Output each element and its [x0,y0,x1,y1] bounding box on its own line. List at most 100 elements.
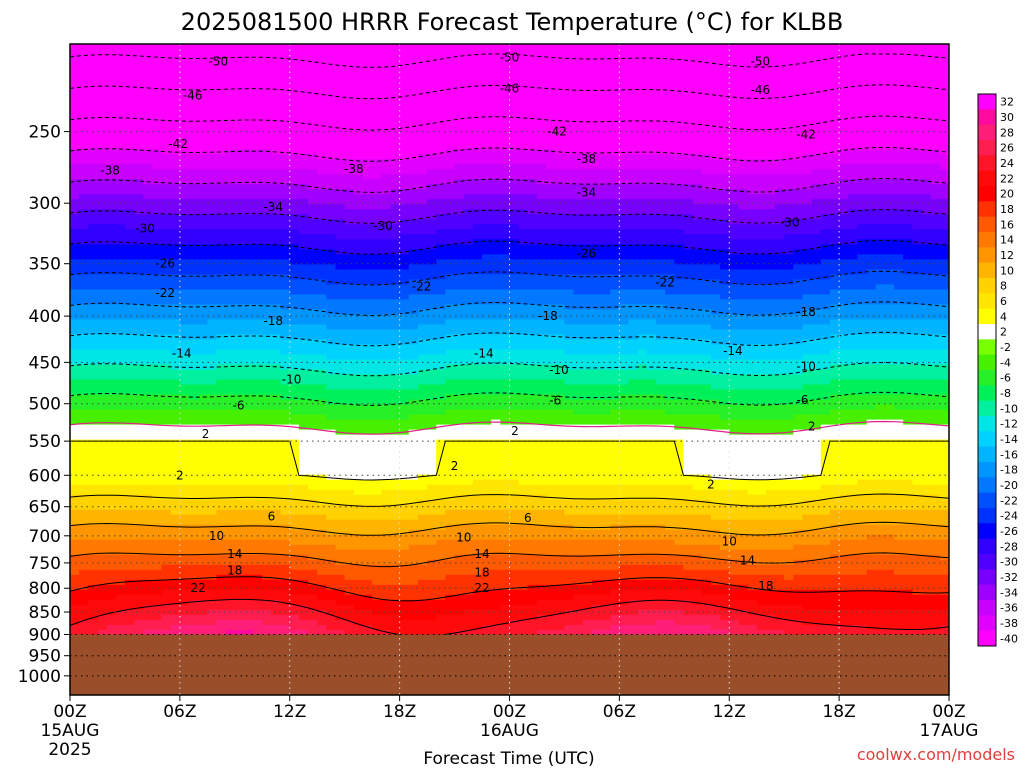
temperature-cell [124,174,135,180]
temperature-cell [161,489,172,496]
temperature-cell [161,439,172,446]
temperature-cell [115,429,126,436]
temperature-cell [161,259,172,265]
temperature-cell [353,214,364,220]
temperature-cell [198,109,208,115]
temperature-cell [143,544,154,551]
temperature-cell [408,209,419,215]
temperature-cell [225,44,236,50]
temperature-cell [207,269,218,275]
temperature-cell [170,169,181,175]
temperature-cell [143,239,154,245]
temperature-cell [207,559,218,566]
temperature-cell [70,289,80,295]
temperature-cell [326,109,337,115]
temperature-cell [106,579,117,586]
temperature-cell [390,109,401,115]
temperature-cell [161,569,172,576]
temperature-cell [189,479,199,486]
temperature-cell [353,299,364,305]
temperature-cell [124,184,135,190]
temperature-cell [372,484,382,491]
temperature-cell [198,114,208,120]
temperature-cell [353,249,364,255]
temperature-cell [280,304,291,311]
temperature-cell [372,349,382,356]
temperature-cell [143,384,154,391]
temperature-cell [298,149,309,155]
temperature-cell [390,334,401,341]
temperature-cell [152,44,163,50]
temperature-cell [79,444,89,451]
temperature-cell [243,144,254,150]
temperature-cell [152,479,163,486]
temperature-cell [134,439,144,446]
temperature-cell [399,549,410,556]
temperature-cell [308,244,318,250]
temperature-cell [124,614,135,621]
temperature-cell [152,174,163,180]
temperature-cell [381,399,392,406]
temperature-cell [189,179,199,185]
temperature-cell [353,414,364,421]
temperature-cell [326,514,337,521]
temperature-cell [134,519,144,526]
temperature-cell [390,199,401,205]
temperature-cell [280,124,291,130]
temperature-cell [381,344,392,351]
temperature-cell [390,194,401,200]
temperature-cell [79,394,89,401]
temperature-cell [253,329,263,336]
temperature-cell [372,374,382,381]
temperature-cell [253,134,263,140]
temperature-cell [308,604,318,611]
temperature-cell [271,329,282,336]
temperature-cell [390,409,401,416]
temperature-cell [280,334,291,341]
temperature-cell [189,89,199,95]
temperature-cell [216,399,227,406]
temperature-cell [344,524,355,531]
temperature-cell [262,429,273,436]
temperature-cell [152,274,163,280]
temperature-cell [243,579,254,586]
temperature-cell [124,274,135,280]
temperature-cell [161,194,172,200]
temperature-cell [243,339,254,346]
temperature-cell [234,269,245,275]
temperature-cell [253,454,263,461]
temperature-cell [363,309,373,316]
temperature-cell [326,184,337,190]
temperature-cell [271,514,282,521]
temperature-cell [225,254,236,260]
temperature-cell [134,124,144,130]
temperature-cell [207,624,218,631]
temperature-cell [70,409,80,416]
temperature-cell [207,204,218,210]
temperature-cell [271,234,282,240]
temperature-cell [253,534,263,541]
temperature-cell [115,264,126,270]
temperature-cell [243,619,254,626]
temperature-cell [79,309,89,316]
temperature-cell [326,94,337,100]
temperature-cell [97,549,108,556]
temperature-cell [115,144,126,150]
temperature-cell [161,609,172,616]
temperature-cell [124,499,135,506]
temperature-cell [262,599,273,606]
temperature-cell [253,214,263,220]
temperature-cell [189,564,199,571]
temperature-cell [216,599,227,606]
temperature-cell [216,74,227,80]
temperature-cell [115,124,126,130]
temperature-cell [399,84,410,90]
temperature-cell [179,114,190,120]
temperature-cell [344,374,355,381]
temperature-cell [70,424,80,431]
temperature-cell [335,409,346,416]
temperature-cell [353,534,364,541]
temperature-cell [189,484,199,491]
temperature-cell [353,114,364,120]
temperature-cell [262,139,273,145]
